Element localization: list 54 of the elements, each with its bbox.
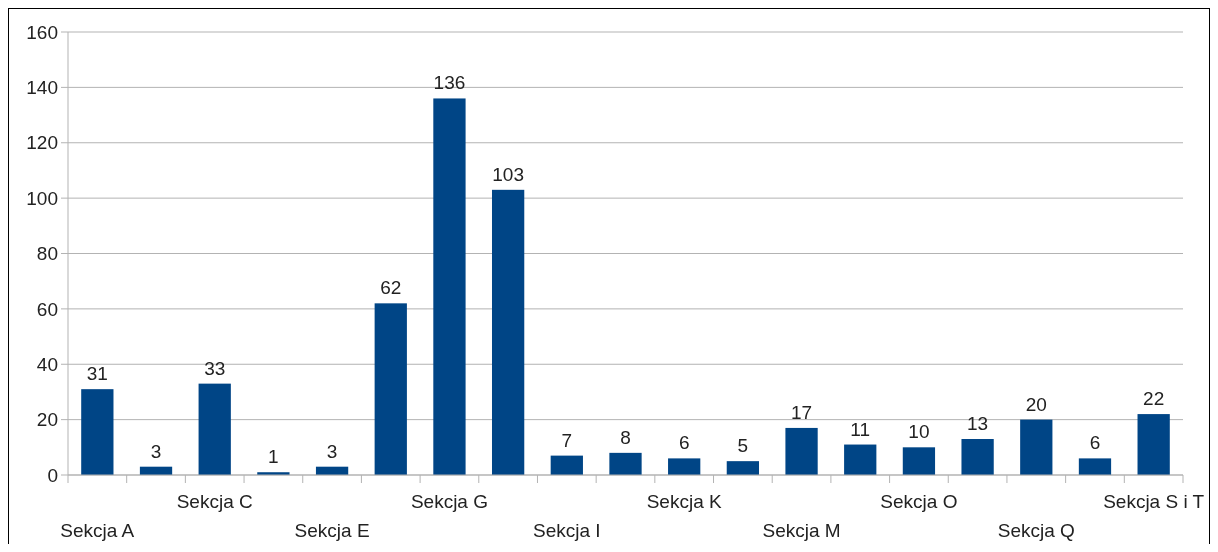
data-label: 11 xyxy=(850,418,871,440)
x-tick-label: Sekcja G xyxy=(410,491,488,512)
data-label: 13 xyxy=(967,413,989,435)
data-label: 33 xyxy=(204,357,226,379)
data-label: 22 xyxy=(1143,388,1165,410)
bar xyxy=(668,458,701,475)
x-tick-label: Sekcja S i T xyxy=(1103,491,1205,512)
data-label: 20 xyxy=(1025,393,1047,415)
data-label: 7 xyxy=(561,429,573,451)
x-tick-label: Sekcja A xyxy=(60,520,135,541)
bar xyxy=(81,389,114,475)
data-label: 6 xyxy=(1089,432,1101,454)
x-tick-label: Sekcja I xyxy=(533,520,601,541)
bar xyxy=(198,383,231,475)
x-tick-label: Sekcja C xyxy=(176,491,253,512)
bar xyxy=(726,461,760,475)
y-tick-label: 40 xyxy=(36,353,58,375)
y-tick-label: 160 xyxy=(26,21,58,43)
data-label: 31 xyxy=(86,363,108,385)
data-label: 3 xyxy=(326,440,338,462)
bar xyxy=(844,444,877,475)
y-tick-label: 80 xyxy=(36,243,58,265)
data-label: 8 xyxy=(620,426,631,448)
y-tick-label: 60 xyxy=(36,298,58,320)
bar xyxy=(1078,458,1112,475)
y-tick-label: 20 xyxy=(36,409,58,431)
bar xyxy=(491,189,525,475)
bar xyxy=(902,447,936,475)
data-label: 103 xyxy=(492,163,524,185)
x-tick-label: Sekcja E xyxy=(294,520,370,541)
x-tick-label: Sekcja Q xyxy=(997,520,1075,541)
y-tick-label: 100 xyxy=(26,187,58,209)
y-tick-label: 0 xyxy=(47,464,58,486)
bar xyxy=(1020,419,1053,475)
bar xyxy=(550,455,583,475)
x-tick-label: Sekcja K xyxy=(646,491,722,512)
bar xyxy=(961,439,994,475)
bar xyxy=(374,303,407,475)
y-tick-label: 140 xyxy=(26,77,58,99)
data-label: 5 xyxy=(737,435,749,457)
bar xyxy=(1137,414,1170,475)
data-label: 3 xyxy=(150,440,162,462)
data-label: 10 xyxy=(908,421,930,443)
data-label: 6 xyxy=(678,432,690,454)
y-tick-label: 120 xyxy=(26,132,58,154)
data-label: 62 xyxy=(380,277,402,299)
x-tick-label: Sekcja O xyxy=(880,491,958,512)
data-label: 136 xyxy=(433,72,466,94)
bar xyxy=(433,98,466,475)
x-tick-label: Sekcja M xyxy=(762,520,841,541)
data-label: 17 xyxy=(790,401,813,423)
data-label: 1 xyxy=(268,446,279,468)
bar xyxy=(785,427,818,475)
bar xyxy=(609,452,642,475)
